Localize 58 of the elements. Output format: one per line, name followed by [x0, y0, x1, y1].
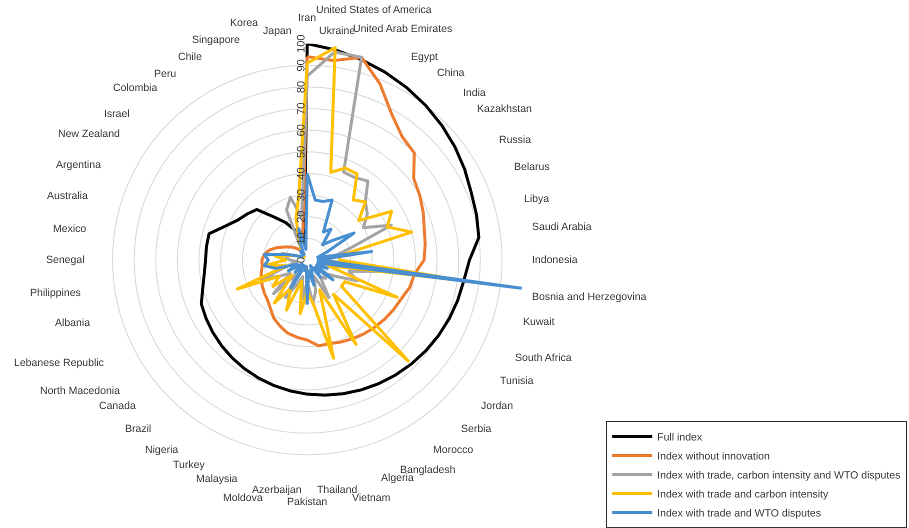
- spoke-label: Brazil: [125, 423, 152, 435]
- spoke-label: Kuwait: [523, 316, 555, 328]
- spoke-label: Russia: [499, 134, 532, 146]
- spoke-label: Jordan: [481, 400, 514, 412]
- spoke-label: Peru: [154, 68, 176, 80]
- spoke-label: New Zealand: [58, 128, 120, 140]
- spoke-label: Australia: [47, 190, 88, 202]
- spoke-label: Albania: [55, 317, 90, 329]
- y-tick-label: 10: [296, 232, 308, 245]
- spoke-label: Chile: [178, 51, 202, 63]
- legend-label: Index with trade and WTO disputes: [657, 508, 821, 520]
- spoke-label: South Africa: [515, 352, 572, 364]
- spoke-label: Japan: [263, 25, 292, 37]
- spoke-label: Indonesia: [532, 254, 578, 266]
- spoke-label: Tunisia: [500, 375, 534, 387]
- spoke-label: Mexico: [53, 223, 86, 235]
- spoke-label: Argentina: [56, 159, 102, 171]
- y-tick-label: 30: [296, 189, 308, 202]
- spoke-label: Malaysia: [196, 473, 238, 485]
- y-tick-label: 50: [296, 146, 308, 158]
- spoke-label: Bosnia and Herzegovina: [532, 291, 647, 303]
- spoke-label: China: [437, 67, 465, 79]
- y-tick-label: 80: [296, 80, 308, 94]
- legend-label: Index with trade, carbon intensity and WTO disputes: [657, 470, 900, 482]
- legend-label: Index with trade and carbon intensity: [657, 488, 829, 501]
- spoke-label: Serbia: [461, 423, 492, 435]
- spoke-label: Korea: [230, 17, 258, 29]
- spoke-label: Colombia: [113, 82, 158, 94]
- spoke-label: Belarus: [514, 161, 550, 173]
- spoke-label: Israel: [104, 108, 130, 120]
- spoke-label: Libya: [524, 193, 550, 205]
- spoke-label: Nigeria: [145, 444, 178, 456]
- y-tick-label: 100: [296, 34, 308, 53]
- spoke-label: Egypt: [411, 51, 438, 63]
- spoke-label: Vietnam: [352, 492, 391, 504]
- spoke-label: Pakistan: [287, 496, 328, 508]
- legend-label: Full index: [657, 432, 703, 444]
- y-tick-label: 70: [296, 102, 308, 115]
- y-tick-label: 40: [296, 167, 308, 180]
- spoke-label: Lebanese Republic: [14, 357, 104, 369]
- y-tick-label: 60: [296, 124, 308, 136]
- spoke-label: Philippines: [30, 287, 81, 299]
- spoke-label: North Macedonia: [40, 385, 120, 397]
- spoke-label: Morocco: [433, 444, 474, 456]
- spoke-label: Singapore: [192, 34, 240, 46]
- y-tick-label: 90: [296, 59, 308, 72]
- spoke-label: Canada: [99, 400, 136, 412]
- spoke-label: Saudi Arabia: [532, 221, 592, 233]
- spoke-label: India: [463, 87, 486, 99]
- spoke-label: United Arab Emirates: [353, 23, 452, 35]
- spoke-label: Senegal: [46, 254, 85, 266]
- spoke-label: Kazakhstan: [477, 103, 532, 115]
- spoke-label: United States of America: [316, 4, 432, 16]
- legend-label: Index without innovation: [657, 450, 770, 463]
- y-tick-label: 20: [296, 210, 308, 223]
- spoke-label: Iran: [298, 12, 316, 24]
- spoke-label: Turkey: [173, 459, 206, 471]
- y-tick-label: 0: [296, 256, 308, 264]
